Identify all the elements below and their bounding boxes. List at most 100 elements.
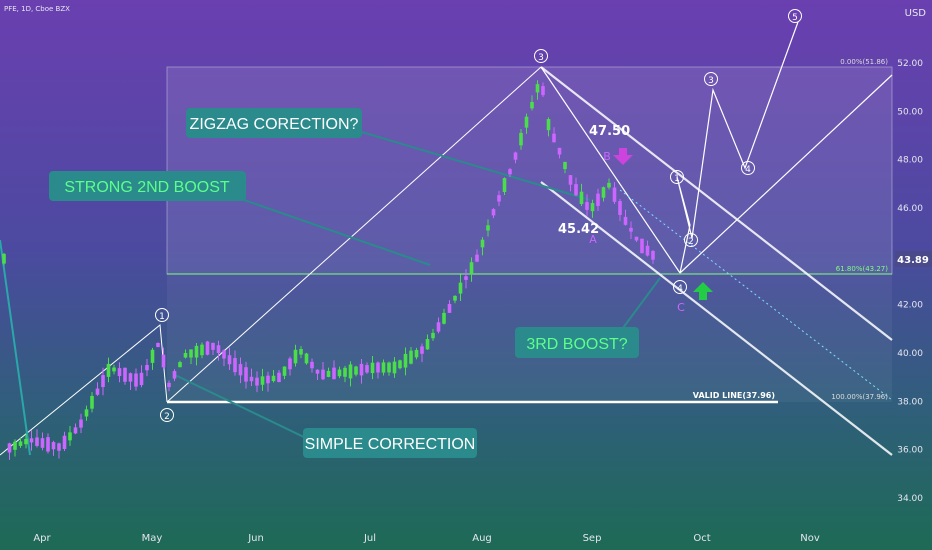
- candle-body: [585, 202, 589, 210]
- projection-marker-2: 2: [684, 233, 698, 247]
- projection-marker-4-text: 4: [745, 165, 751, 175]
- candle-body: [420, 346, 424, 354]
- callout-zigzag-text: ZIGZAG CORECTION?: [190, 116, 359, 133]
- candle-body: [112, 367, 116, 372]
- candle-body: [519, 132, 523, 146]
- candle-body: [189, 349, 193, 358]
- candle-body: [387, 362, 391, 373]
- candle-body: [249, 376, 254, 382]
- candle-body: [491, 209, 496, 216]
- candle-body: [178, 362, 182, 368]
- candle-body: [282, 366, 287, 376]
- candle-body: [266, 375, 270, 384]
- candle-body: [612, 187, 617, 202]
- left-edge-arrow: [0, 239, 31, 456]
- candle-body: [321, 369, 325, 380]
- candle-body: [46, 437, 50, 452]
- candle-body: [541, 86, 545, 96]
- x-tick-label: Jun: [247, 533, 264, 544]
- projection-marker-4: 4: [741, 161, 755, 175]
- fib-label-618: 61.80%(43.27): [836, 265, 888, 273]
- wave-marker-2-text: 2: [164, 412, 170, 422]
- candle-body: [436, 322, 441, 332]
- candle-body: [502, 178, 507, 192]
- projection-marker-1: 1: [670, 170, 684, 184]
- candle-body: [172, 371, 177, 379]
- y-tick-label: 34.00: [897, 494, 923, 504]
- candle-body: [90, 395, 94, 409]
- y-tick-label: 36.00: [897, 446, 923, 456]
- candle-body: [73, 427, 78, 434]
- candle-body: [596, 193, 600, 206]
- zigzag-pointer: [354, 129, 591, 201]
- candle-body: [84, 409, 89, 417]
- projection-marker-3-text: 3: [708, 76, 714, 86]
- candle-body: [238, 364, 243, 376]
- candle-body: [167, 382, 171, 388]
- candle-body: [101, 375, 105, 388]
- dotted-trend: [619, 189, 893, 401]
- wave-line-1-2: [0, 324, 168, 456]
- projection-marker-5-text: 5: [792, 13, 798, 23]
- candle-body: [370, 362, 375, 374]
- candle-body: [299, 349, 303, 355]
- candle-body: [106, 363, 111, 377]
- x-tick-label: Jul: [363, 533, 376, 544]
- candle-body: [332, 367, 336, 380]
- candle-body: [530, 102, 534, 109]
- candle-body: [40, 438, 45, 448]
- candle-body: [475, 254, 479, 262]
- projection-path: [676, 21, 799, 274]
- callout-simple-correction-text: SIMPLE CORRECTION: [305, 436, 476, 453]
- y-tick-label: 52.00: [897, 59, 923, 69]
- candle-body: [392, 361, 397, 374]
- price-annotation-low: 45.42: [558, 222, 599, 237]
- currency-label: USD: [905, 8, 927, 19]
- wave-marker-4-text: 4: [677, 284, 683, 294]
- candle-body: [442, 312, 446, 324]
- candle-body: [211, 342, 215, 350]
- projection-marker-5: 5: [788, 9, 802, 23]
- candle-body: [574, 184, 578, 196]
- candle-body: [447, 303, 452, 313]
- callout-zigzag: ZIGZAG CORECTION?: [186, 108, 362, 138]
- candle-body: [7, 443, 12, 453]
- candle-body: [557, 147, 562, 155]
- candle-body: [310, 361, 314, 369]
- candle-body: [29, 438, 34, 443]
- callout-third-boost: 3RD BOOST?: [515, 327, 639, 358]
- candle-body: [128, 373, 133, 382]
- simple-correction-pointer: [174, 374, 311, 441]
- candle-body: [233, 358, 237, 373]
- wave-marker-3: 3: [534, 49, 548, 63]
- fib-zone-upper: [166, 66, 893, 275]
- candle-body: [13, 441, 17, 450]
- candle-body: [376, 362, 380, 373]
- fib-label-100: 100.00%(37.96): [831, 393, 888, 401]
- wave-marker-3-text: 3: [538, 53, 544, 63]
- candle-body: [62, 435, 67, 449]
- candle-body: [623, 216, 628, 225]
- candle-body: [68, 432, 72, 441]
- candles-group: [2, 80, 655, 460]
- callout-simple-correction: SIMPLE CORRECTION: [303, 428, 477, 458]
- candle-body: [634, 236, 639, 241]
- up-arrow: [693, 282, 713, 300]
- candle-body: [51, 442, 56, 450]
- candle-body: [552, 133, 556, 143]
- candle-body: [161, 354, 166, 368]
- candle-body: [513, 152, 518, 160]
- candle-body: [2, 253, 6, 264]
- candle-body: [315, 369, 320, 374]
- candle-body: [607, 182, 611, 188]
- abc-label-a: A: [589, 233, 597, 246]
- candle-body: [216, 345, 221, 353]
- candle-body: [277, 372, 281, 383]
- x-tick-label: May: [142, 533, 163, 544]
- abc-label-c: C: [677, 301, 685, 314]
- candle-body: [24, 438, 28, 445]
- candle-body: [458, 282, 463, 294]
- candle-body: [480, 239, 485, 248]
- candle-body: [414, 349, 419, 358]
- candle-body: [326, 370, 331, 377]
